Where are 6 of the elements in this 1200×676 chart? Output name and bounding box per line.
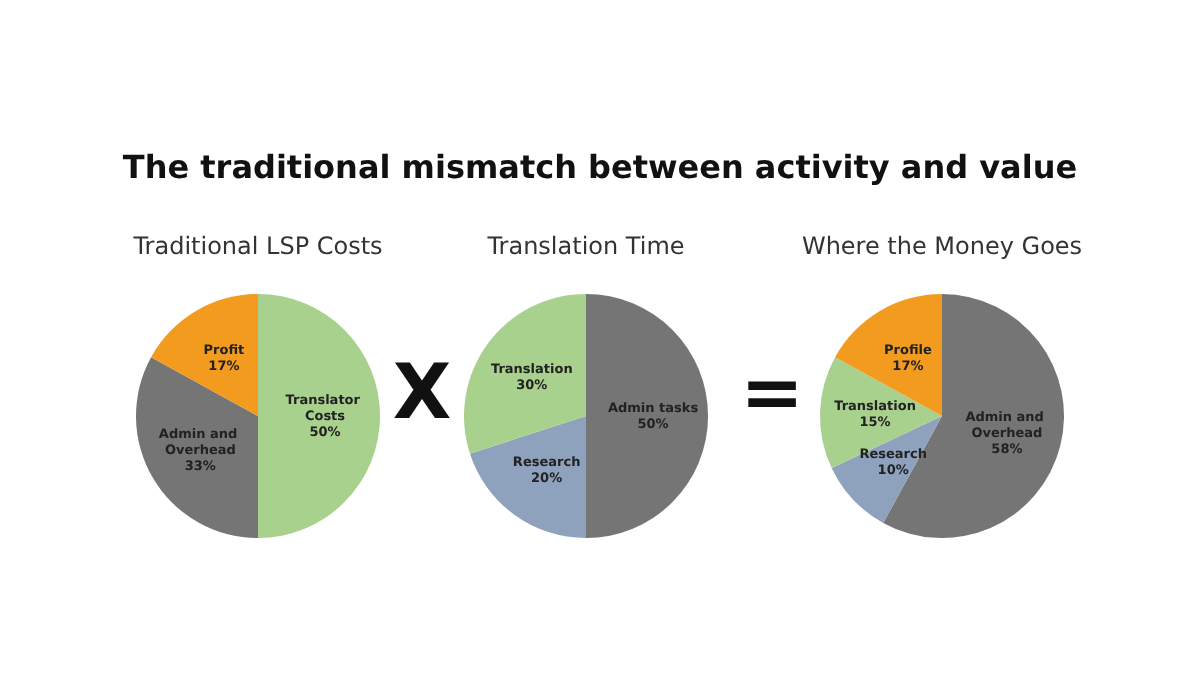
chart-title: Where the Money Goes: [801, 232, 1083, 260]
text: The traditional mismatch between activity and value: [120, 148, 1080, 186]
text: X: [390, 348, 454, 436]
text: =: [738, 348, 806, 436]
chart-subtitle: Traditional LSP Costs: [131, 232, 383, 260]
chart-title: Translation Time: [485, 232, 685, 260]
